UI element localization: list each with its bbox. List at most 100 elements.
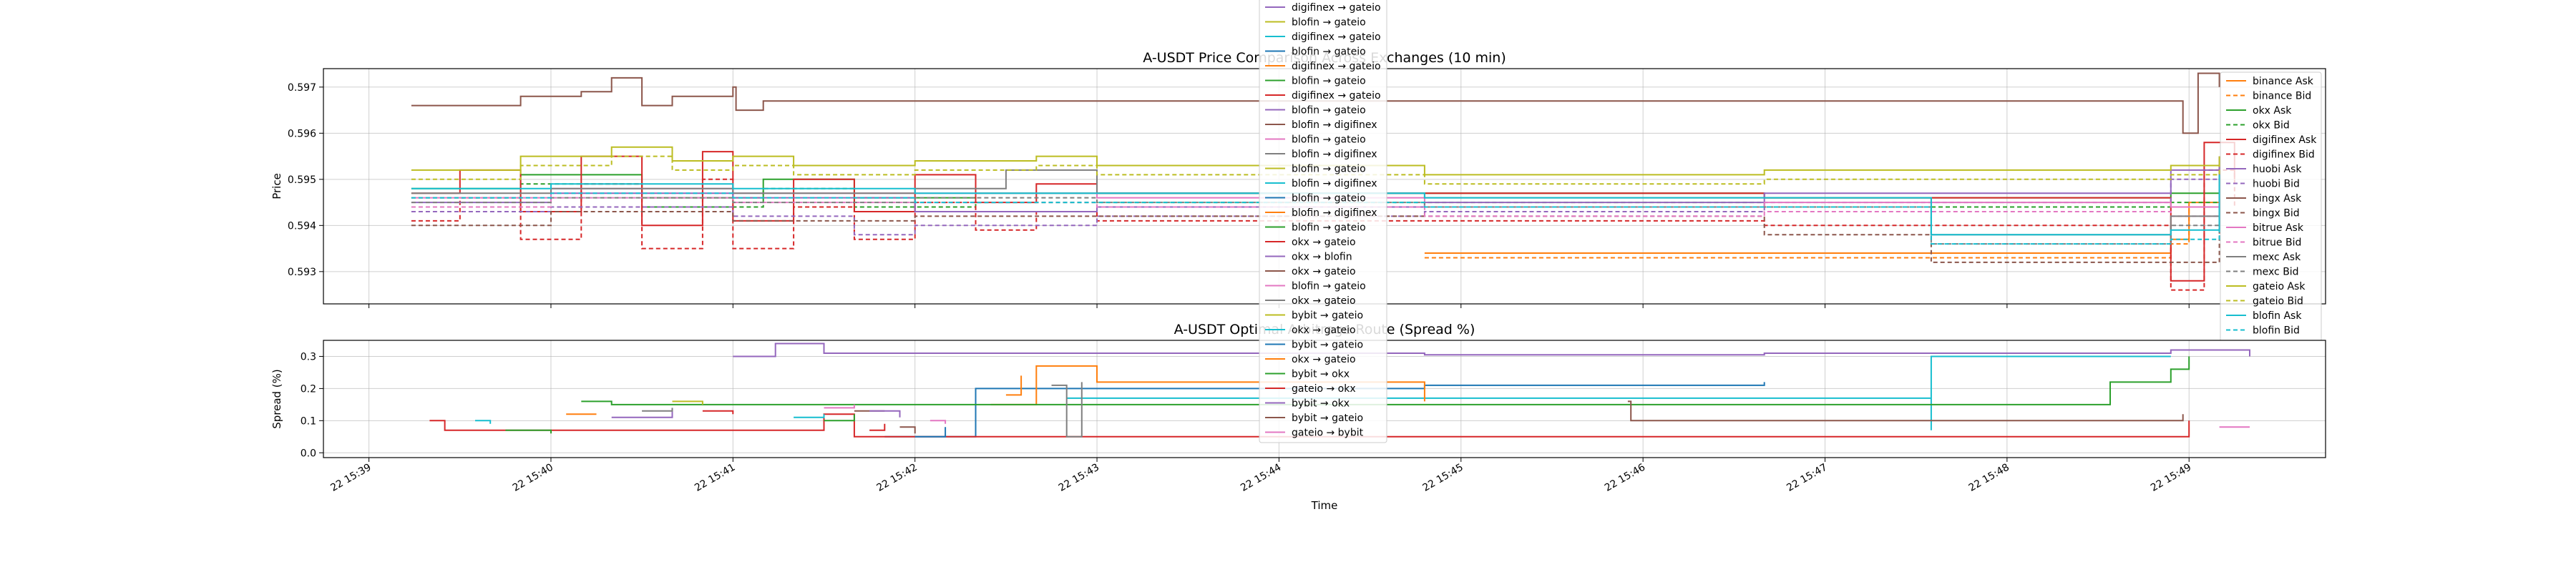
spread-legend: digifinex → gateio blofin → gateio digifin… [1259,0,1387,443]
spread-legend-label: okx → blofin [1292,252,1352,263]
spread-legend-label: bybit → okx [1292,369,1350,380]
price-y-tick-label: 0.595 [288,174,316,186]
spread-y-tick-label: 0.0 [301,448,316,459]
spread-series-bybit-okx [824,414,855,422]
price-series-gateio-bid [411,155,2220,185]
price-series-gateio-ask [411,146,2220,176]
price-legend-label: digifinex Ask [2253,134,2317,146]
price-legend-label: bingx Bid [2253,208,2300,220]
spread-x-tick-label: 22 15:42 [874,462,919,494]
spread-series-okx-gateio [702,410,734,415]
spread-series-bybit-gateio [914,427,947,438]
price-legend-label: bitrue Bid [2253,237,2301,249]
price-legend-label: huobi Bid [2253,179,2300,190]
price-legend-label: okx Bid [2253,120,2290,132]
spread-series-okx-blofin [611,410,673,418]
spread-legend-label: blofin → gateio [1292,17,1366,29]
spread-legend-label: bybit → gateio [1292,340,1363,351]
spread-legend-label: blofin → gateio [1292,134,1366,146]
spread-legend-label: digifinex → gateio [1292,61,1381,72]
spread-legend-label: digifinex → gateio [1292,31,1381,43]
price-legend-label: okx Ask [2253,105,2292,117]
spread-series-blofin-gateio [824,404,855,409]
spread-legend-box [1259,0,1387,443]
price-series-huobi-bid [411,165,2220,236]
spread-series-okx-gateio [794,414,825,418]
price-legend-label: blofin Ask [2253,310,2302,322]
spread-x-tick-label: 22 15:44 [1239,462,1283,494]
spread-series-okx-gateio [1005,375,1023,396]
price-legend-label: digifinex Bid [2253,149,2315,161]
price-series-digifinex-bid [411,169,2235,291]
spread-legend-label: okx → gateio [1292,237,1356,248]
price-legend-label: gateio Bid [2253,296,2303,307]
price-legend-label: mexc Ask [2253,252,2301,263]
price-legend-label: blofin Bid [2253,325,2300,337]
spread-x-tick-label: 22 15:47 [1785,462,1829,494]
spread-legend-label: okx → gateio [1292,295,1356,307]
spread-legend-label: blofin → digifinex [1292,149,1377,160]
spread-legend-label: blofin → gateio [1292,76,1366,87]
price-chart-y-axis-label: Price [270,173,283,199]
price-y-tick-label: 0.593 [288,267,316,278]
spread-x-tick-label: 22 15:48 [1967,462,2011,494]
spread-legend-label: gateio → okx [1292,383,1356,395]
spread-x-tick-label: 22 15:41 [693,462,737,494]
spread-series-bybit-gateio [899,426,916,434]
spread-legend-label: bybit → okx [1292,398,1350,410]
price-legend-label: gateio Ask [2253,281,2306,292]
spread-x-tick-label: 22 15:43 [1057,462,1101,494]
spread-legend-label: blofin → digifinex [1292,207,1377,219]
spread-legend-label: blofin → gateio [1292,222,1366,234]
spread-legend-label: bybit → gateio [1292,310,1363,322]
price-legend-label: bitrue Ask [2253,222,2304,234]
spread-legend-label: blofin → digifinex [1292,178,1377,189]
spread-series-digifinex-gateio [1066,355,2171,430]
spread-y-tick-label: 0.3 [301,351,316,363]
price-legend-label: mexc Bid [2253,267,2299,278]
spread-legend-label: gateio → bybit [1292,428,1364,439]
spread-x-tick-label: 22 15:46 [1603,462,1647,494]
price-y-tick-label: 0.596 [288,128,316,139]
spread-legend-label: blofin → gateio [1292,193,1366,204]
spread-x-tick-label: 22 15:49 [2149,462,2193,494]
spread-x-tick-label: 22 15:45 [1421,462,1465,494]
spread-legend-label: okx → gateio [1292,354,1356,365]
spread-series-bybit-okx [869,410,901,418]
spread-y-tick-label: 0.2 [301,383,316,395]
spread-x-tick-label: 22 15:40 [511,462,555,494]
spread-series-okx-gateio [642,408,673,412]
spread-chart-y-axis-label: Spread (%) [270,369,283,429]
spread-legend-label: okx → gateio [1292,266,1356,277]
spread-legend-label: blofin → gateio [1292,281,1366,292]
price-legend-label: binance Bid [2253,91,2311,102]
spread-x-tick-label: 22 15:39 [328,462,373,494]
spread-legend-label: bybit → gateio [1292,413,1363,424]
spread-legend-label: blofin → gateio [1292,46,1366,58]
spread-legend-label: digifinex → gateio [1292,90,1381,102]
price-legend-label: huobi Ask [2253,164,2302,175]
price-legend-label: bingx Ask [2253,193,2302,204]
price-y-tick-label: 0.597 [288,82,316,94]
spread-legend-label: blofin → gateio [1292,105,1366,117]
spread-legend-label: blofin → digifinex [1292,119,1377,131]
spread-series-gateio-okx [869,423,886,431]
spread-legend-label: okx → gateio [1292,325,1356,336]
spread-series-digifinex-gateio [733,342,2250,358]
price-series-blofin-ask [411,174,2220,236]
price-legend-label: binance Ask [2253,76,2314,87]
spread-legend-label: digifinex → gateio [1292,2,1381,14]
price-y-tick-label: 0.594 [288,220,316,232]
spread-legend-label: blofin → gateio [1292,164,1366,175]
spread-series-blofin-digifinex [1627,400,2184,422]
spread-series-blofin-gateio [581,356,2190,405]
price-legend: binance Ask binance Bid okx Ask okx Bid digi… [2220,72,2322,342]
price-series-bingx-ask [411,72,2220,134]
price-series-blofin-bid [411,184,2220,245]
spread-series-bybit-gateio [672,400,703,405]
spread-y-tick-label: 0.1 [301,415,316,427]
spread-series-blofin-digifinex [475,420,492,424]
spread-series-gateio-bybit [930,420,947,424]
spread-series-blofin-gateio [505,429,552,434]
